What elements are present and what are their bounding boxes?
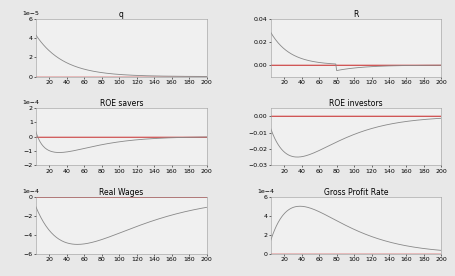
Title: Gross Profit Rate: Gross Profit Rate (324, 188, 389, 197)
Bar (36, 196, 207, 198)
Bar (271, 64, 441, 66)
Title: ROE savers: ROE savers (100, 99, 143, 108)
Title: q: q (119, 10, 124, 19)
Title: Real Wages: Real Wages (99, 188, 144, 197)
Bar (36, 76, 207, 77)
Bar (271, 253, 441, 255)
Bar (271, 115, 441, 117)
Title: ROE investors: ROE investors (329, 99, 383, 108)
Bar (36, 136, 207, 137)
Title: R: R (354, 10, 359, 19)
